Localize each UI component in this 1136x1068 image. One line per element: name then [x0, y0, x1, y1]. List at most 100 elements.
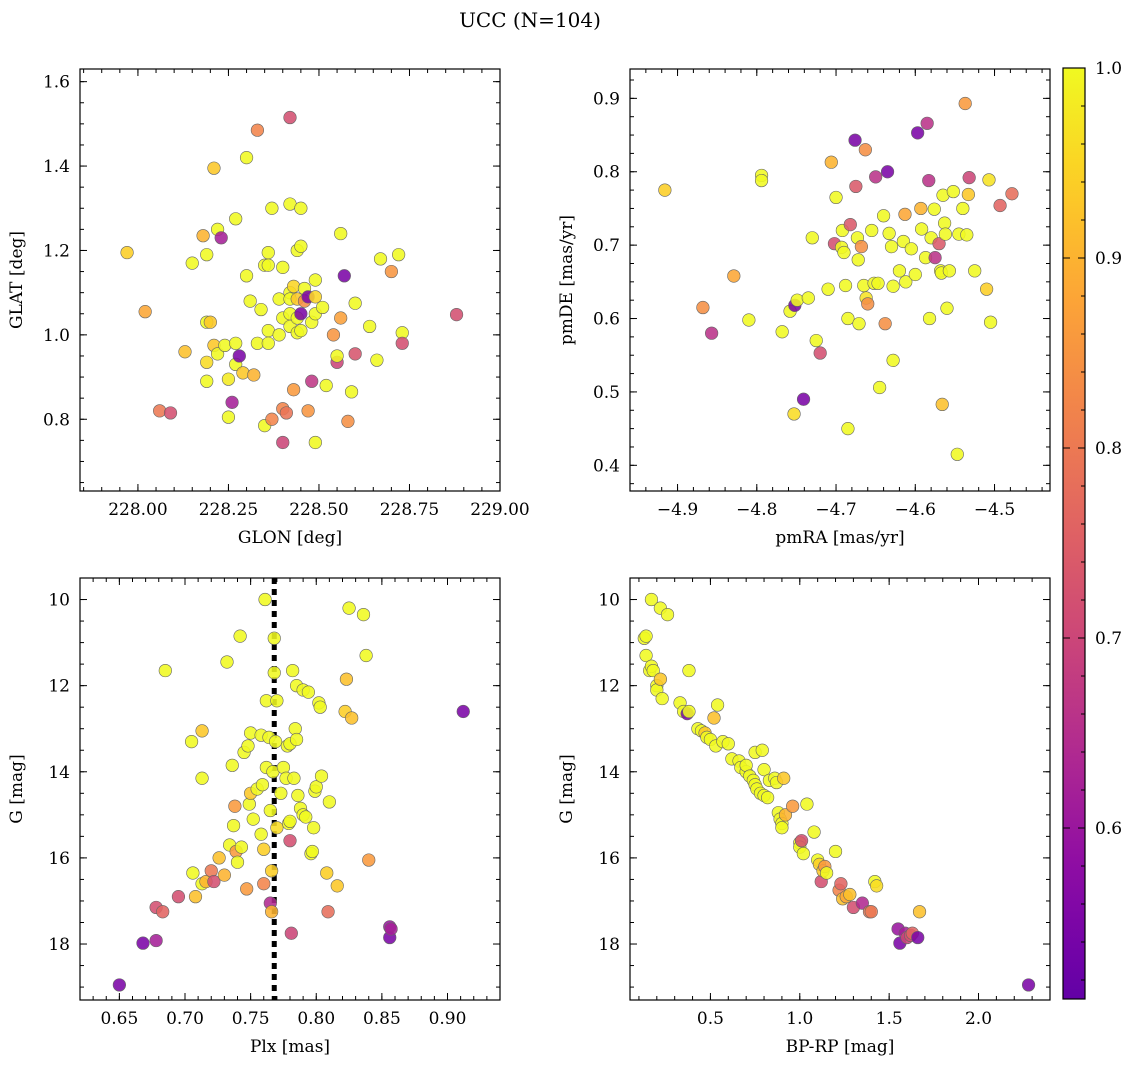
scatter-point — [841, 311, 855, 326]
scatter-point — [871, 276, 885, 290]
scatter-point — [241, 739, 255, 753]
scatter-point — [220, 655, 234, 669]
y-tick-label: 0.4 — [593, 456, 620, 476]
colorbar-tick-label: 0.7 — [1095, 629, 1122, 649]
y-axis-label: pmDE [mas/yr] — [557, 215, 577, 345]
scatter-point — [258, 592, 272, 607]
scatter-point — [696, 300, 710, 315]
scatter-point — [851, 253, 865, 267]
scatter-point — [794, 834, 809, 848]
scatter-point — [112, 978, 126, 992]
x-tick-label: 0.75 — [232, 1009, 270, 1029]
scatter-point — [639, 629, 653, 643]
scatter-point — [207, 874, 221, 889]
scatter-point — [983, 315, 998, 329]
y-axis-label: G [mag] — [7, 754, 27, 823]
scatter-point — [639, 648, 653, 663]
scatter-point — [261, 245, 275, 260]
scatter-point — [876, 209, 891, 223]
scatter-point — [363, 319, 377, 334]
scatter-point — [938, 216, 952, 230]
scatter-point — [339, 672, 354, 686]
panel-top-left: 228.00 228.25 228.50 228.75 229.00 0.8 1.0 1.2 1… — [7, 68, 530, 548]
scatter-point — [796, 392, 811, 406]
scatter-point — [911, 126, 925, 140]
scatter-point — [356, 608, 371, 622]
x-tick-label: 228.00 — [108, 500, 167, 520]
y-tick-label: 1.0 — [43, 326, 70, 346]
scatter-point — [226, 819, 241, 833]
x-tick-label: 0.5 — [697, 1009, 724, 1029]
scatter-point — [287, 383, 301, 397]
scatter-point — [707, 711, 721, 725]
scatter-point — [855, 896, 869, 910]
scatter-point — [341, 414, 355, 428]
x-tick-label: 0.65 — [100, 1009, 138, 1029]
panel-bottom-left: 0.65 0.70 0.75 0.80 0.85 0.90 10 12 14 16 18 Plx [m… — [7, 577, 501, 1057]
scatter-point — [886, 279, 900, 293]
scatter-point — [217, 868, 231, 882]
axes-frame — [629, 577, 1051, 1001]
scatter-point — [274, 786, 288, 800]
scatter-point — [289, 732, 304, 747]
scatter-point — [257, 842, 271, 856]
scatter-point — [330, 879, 344, 893]
y-tick-label: 14 — [598, 763, 620, 783]
scatter-point — [337, 269, 351, 283]
scatter-point — [230, 855, 245, 869]
scatter-point — [757, 763, 771, 777]
scatter-point — [787, 407, 801, 421]
scatter-point — [314, 769, 329, 783]
x-tick-label: 0.90 — [429, 1009, 467, 1029]
scatter-point — [938, 227, 952, 241]
scatter-point — [286, 663, 300, 678]
scatter-point — [265, 201, 279, 215]
scatter-point — [821, 282, 835, 296]
y-tick-label: 0.8 — [43, 410, 70, 430]
y-tick-label: 16 — [598, 849, 620, 869]
scatter-point — [184, 735, 199, 749]
scatter-point — [384, 264, 398, 279]
scatter-point — [345, 711, 359, 725]
y-tick-label: 1.2 — [43, 241, 70, 261]
scatter-point — [348, 347, 362, 361]
scatter-point — [221, 410, 236, 424]
scatter-point — [1005, 187, 1019, 201]
scatter-point — [882, 226, 896, 240]
scatter-point — [308, 435, 322, 450]
scatter-point — [247, 368, 261, 382]
scatter-point — [843, 217, 857, 232]
scatter-point — [291, 788, 305, 803]
scatter-point — [342, 601, 356, 615]
scatter-point — [843, 887, 857, 902]
scatter-point — [980, 282, 994, 296]
x-tick-label: −4.5 — [974, 500, 1015, 520]
scatter-point — [873, 380, 887, 395]
x-tick-label: −4.9 — [657, 500, 698, 520]
scatter-point — [268, 735, 283, 749]
scatter-point — [276, 760, 291, 775]
y-tick-label: 0.5 — [593, 383, 620, 403]
scatter-point — [904, 242, 918, 256]
scatter-point — [276, 260, 290, 274]
colorbar-bar — [1062, 67, 1086, 1000]
scatter-point — [344, 385, 359, 399]
scatter-point — [309, 780, 323, 794]
scatter-point — [299, 810, 313, 824]
scatter-point — [660, 608, 675, 622]
scatter-point — [200, 374, 214, 388]
scatter-point — [263, 803, 277, 818]
scatter-point — [348, 296, 362, 310]
scatter-point — [284, 926, 298, 940]
scatter-point — [136, 936, 150, 950]
x-tick-label: 228.25 — [199, 500, 258, 520]
x-axis-label: GLON [deg] — [238, 528, 342, 548]
scatter-point — [138, 305, 152, 319]
points-top-left — [120, 110, 464, 450]
scatter-point — [705, 326, 719, 340]
panel-top-right: −4.9 −4.8 −4.7 −4.6 −4.5 0.4 0.5 0.6 0.7 0.8 0.9 pm… — [557, 68, 1051, 548]
scatter-point — [330, 349, 344, 363]
scatter-point — [305, 374, 319, 388]
x-axis-label: Plx [mas] — [250, 1037, 330, 1057]
scatter-point — [898, 207, 912, 221]
